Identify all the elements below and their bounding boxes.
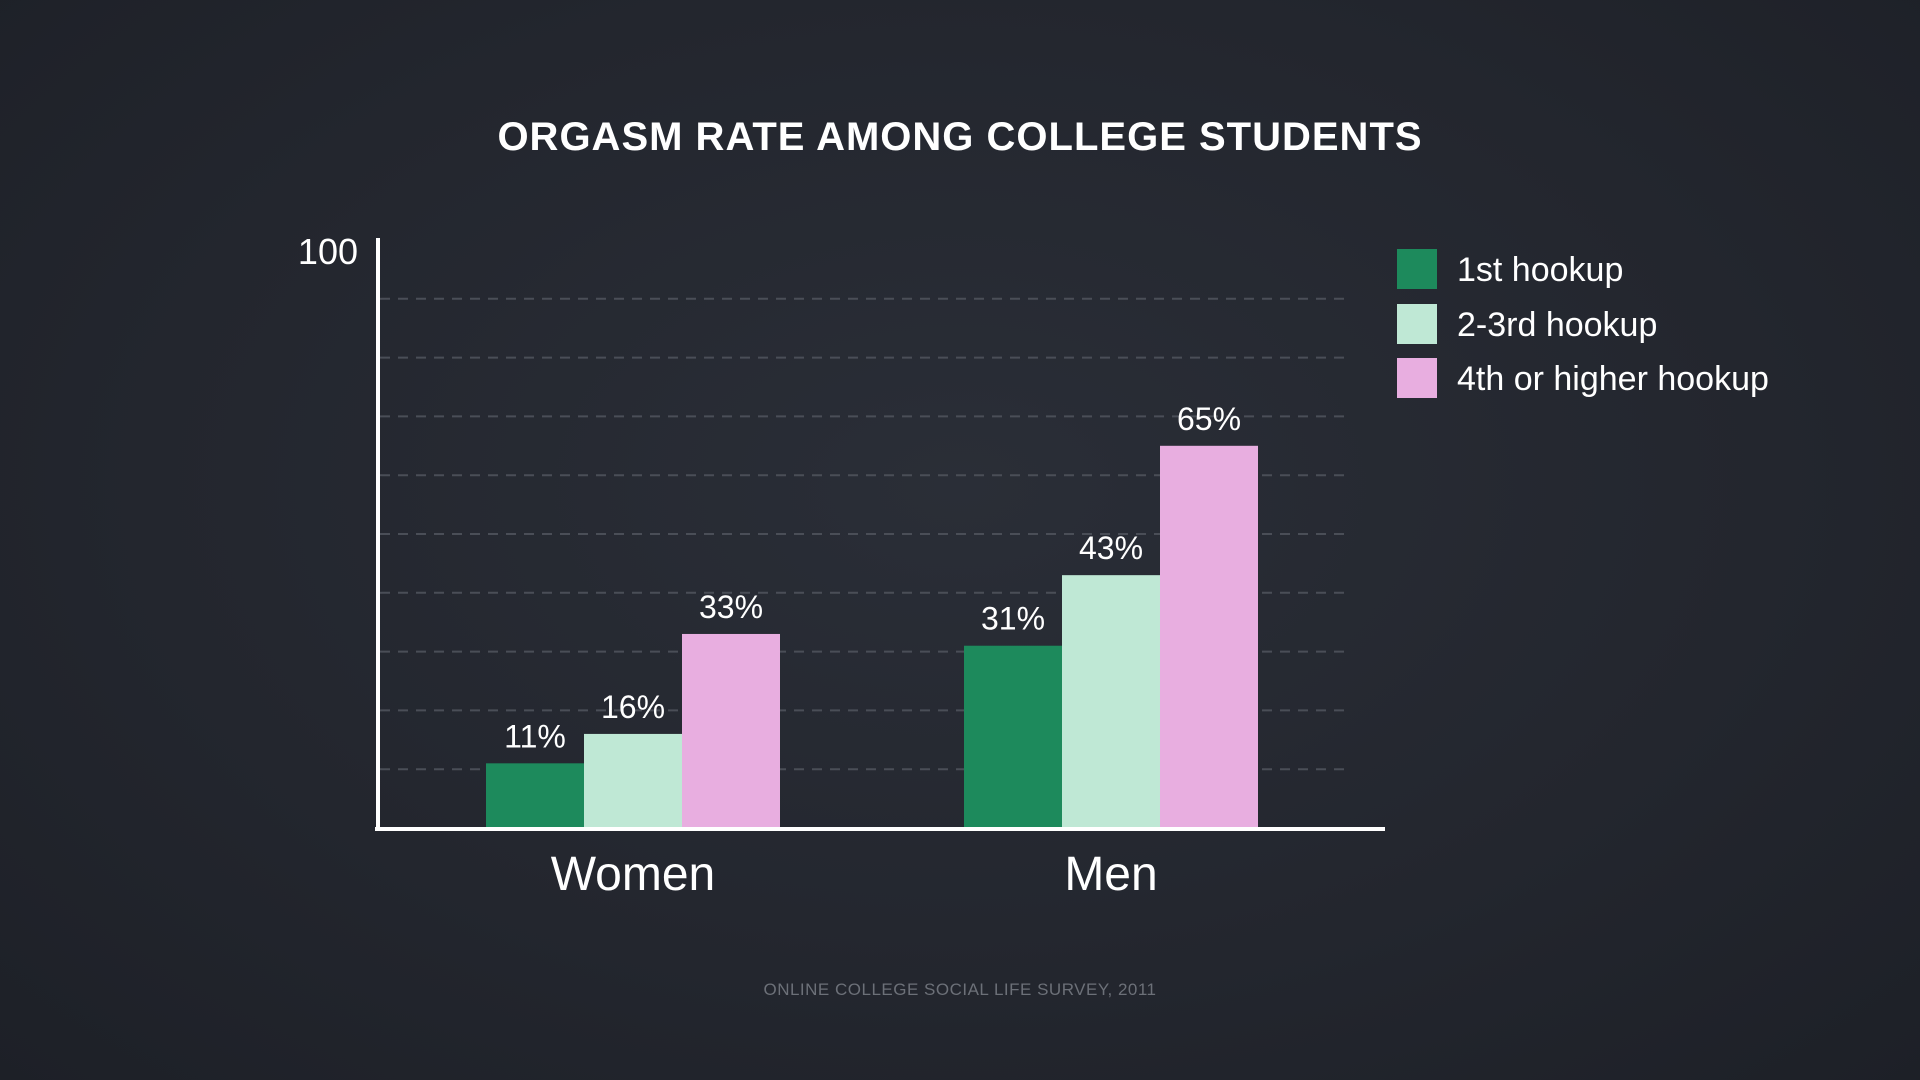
data-label: 16%: [601, 689, 665, 725]
data-label: 31%: [981, 601, 1045, 637]
legend-swatch-3: [1397, 358, 1437, 398]
category-label-women: Women: [551, 848, 716, 901]
bar-men-series-2: [1062, 575, 1160, 828]
bar-men-series-1: [964, 645, 1062, 828]
source-caption: ONLINE COLLEGE SOCIAL LIFE SURVEY, 2011: [763, 980, 1157, 999]
legend-label-3: 4th or higher hookup: [1457, 360, 1769, 398]
legend-swatch-1: [1397, 249, 1437, 289]
data-label: 65%: [1177, 401, 1241, 437]
bar-women-series-1: [486, 763, 584, 828]
chart-title: ORGASM RATE AMONG COLLEGE STUDENTS: [497, 115, 1423, 159]
data-labels: 11% 16% 33% 31% 43% 65%: [504, 401, 1241, 755]
bar-men-series-3: [1160, 445, 1258, 828]
bar-women-series-3: [682, 633, 780, 828]
legend-label-2: 2-3rd hookup: [1457, 306, 1657, 344]
data-label: 43%: [1079, 530, 1143, 566]
category-label-men: Men: [1064, 848, 1157, 901]
y-tick-label-max: 100: [298, 231, 358, 272]
data-label: 11%: [504, 718, 566, 754]
data-label: 33%: [699, 589, 763, 625]
bar-women-series-2: [584, 733, 682, 828]
legend-swatch-2: [1397, 304, 1437, 344]
legend-label-1: 1st hookup: [1457, 251, 1623, 289]
legend: 1st hookup 2-3rd hookup 4th or higher hook…: [1397, 249, 1769, 398]
category-labels: Women Men: [551, 848, 1158, 901]
bars: [486, 445, 1258, 828]
